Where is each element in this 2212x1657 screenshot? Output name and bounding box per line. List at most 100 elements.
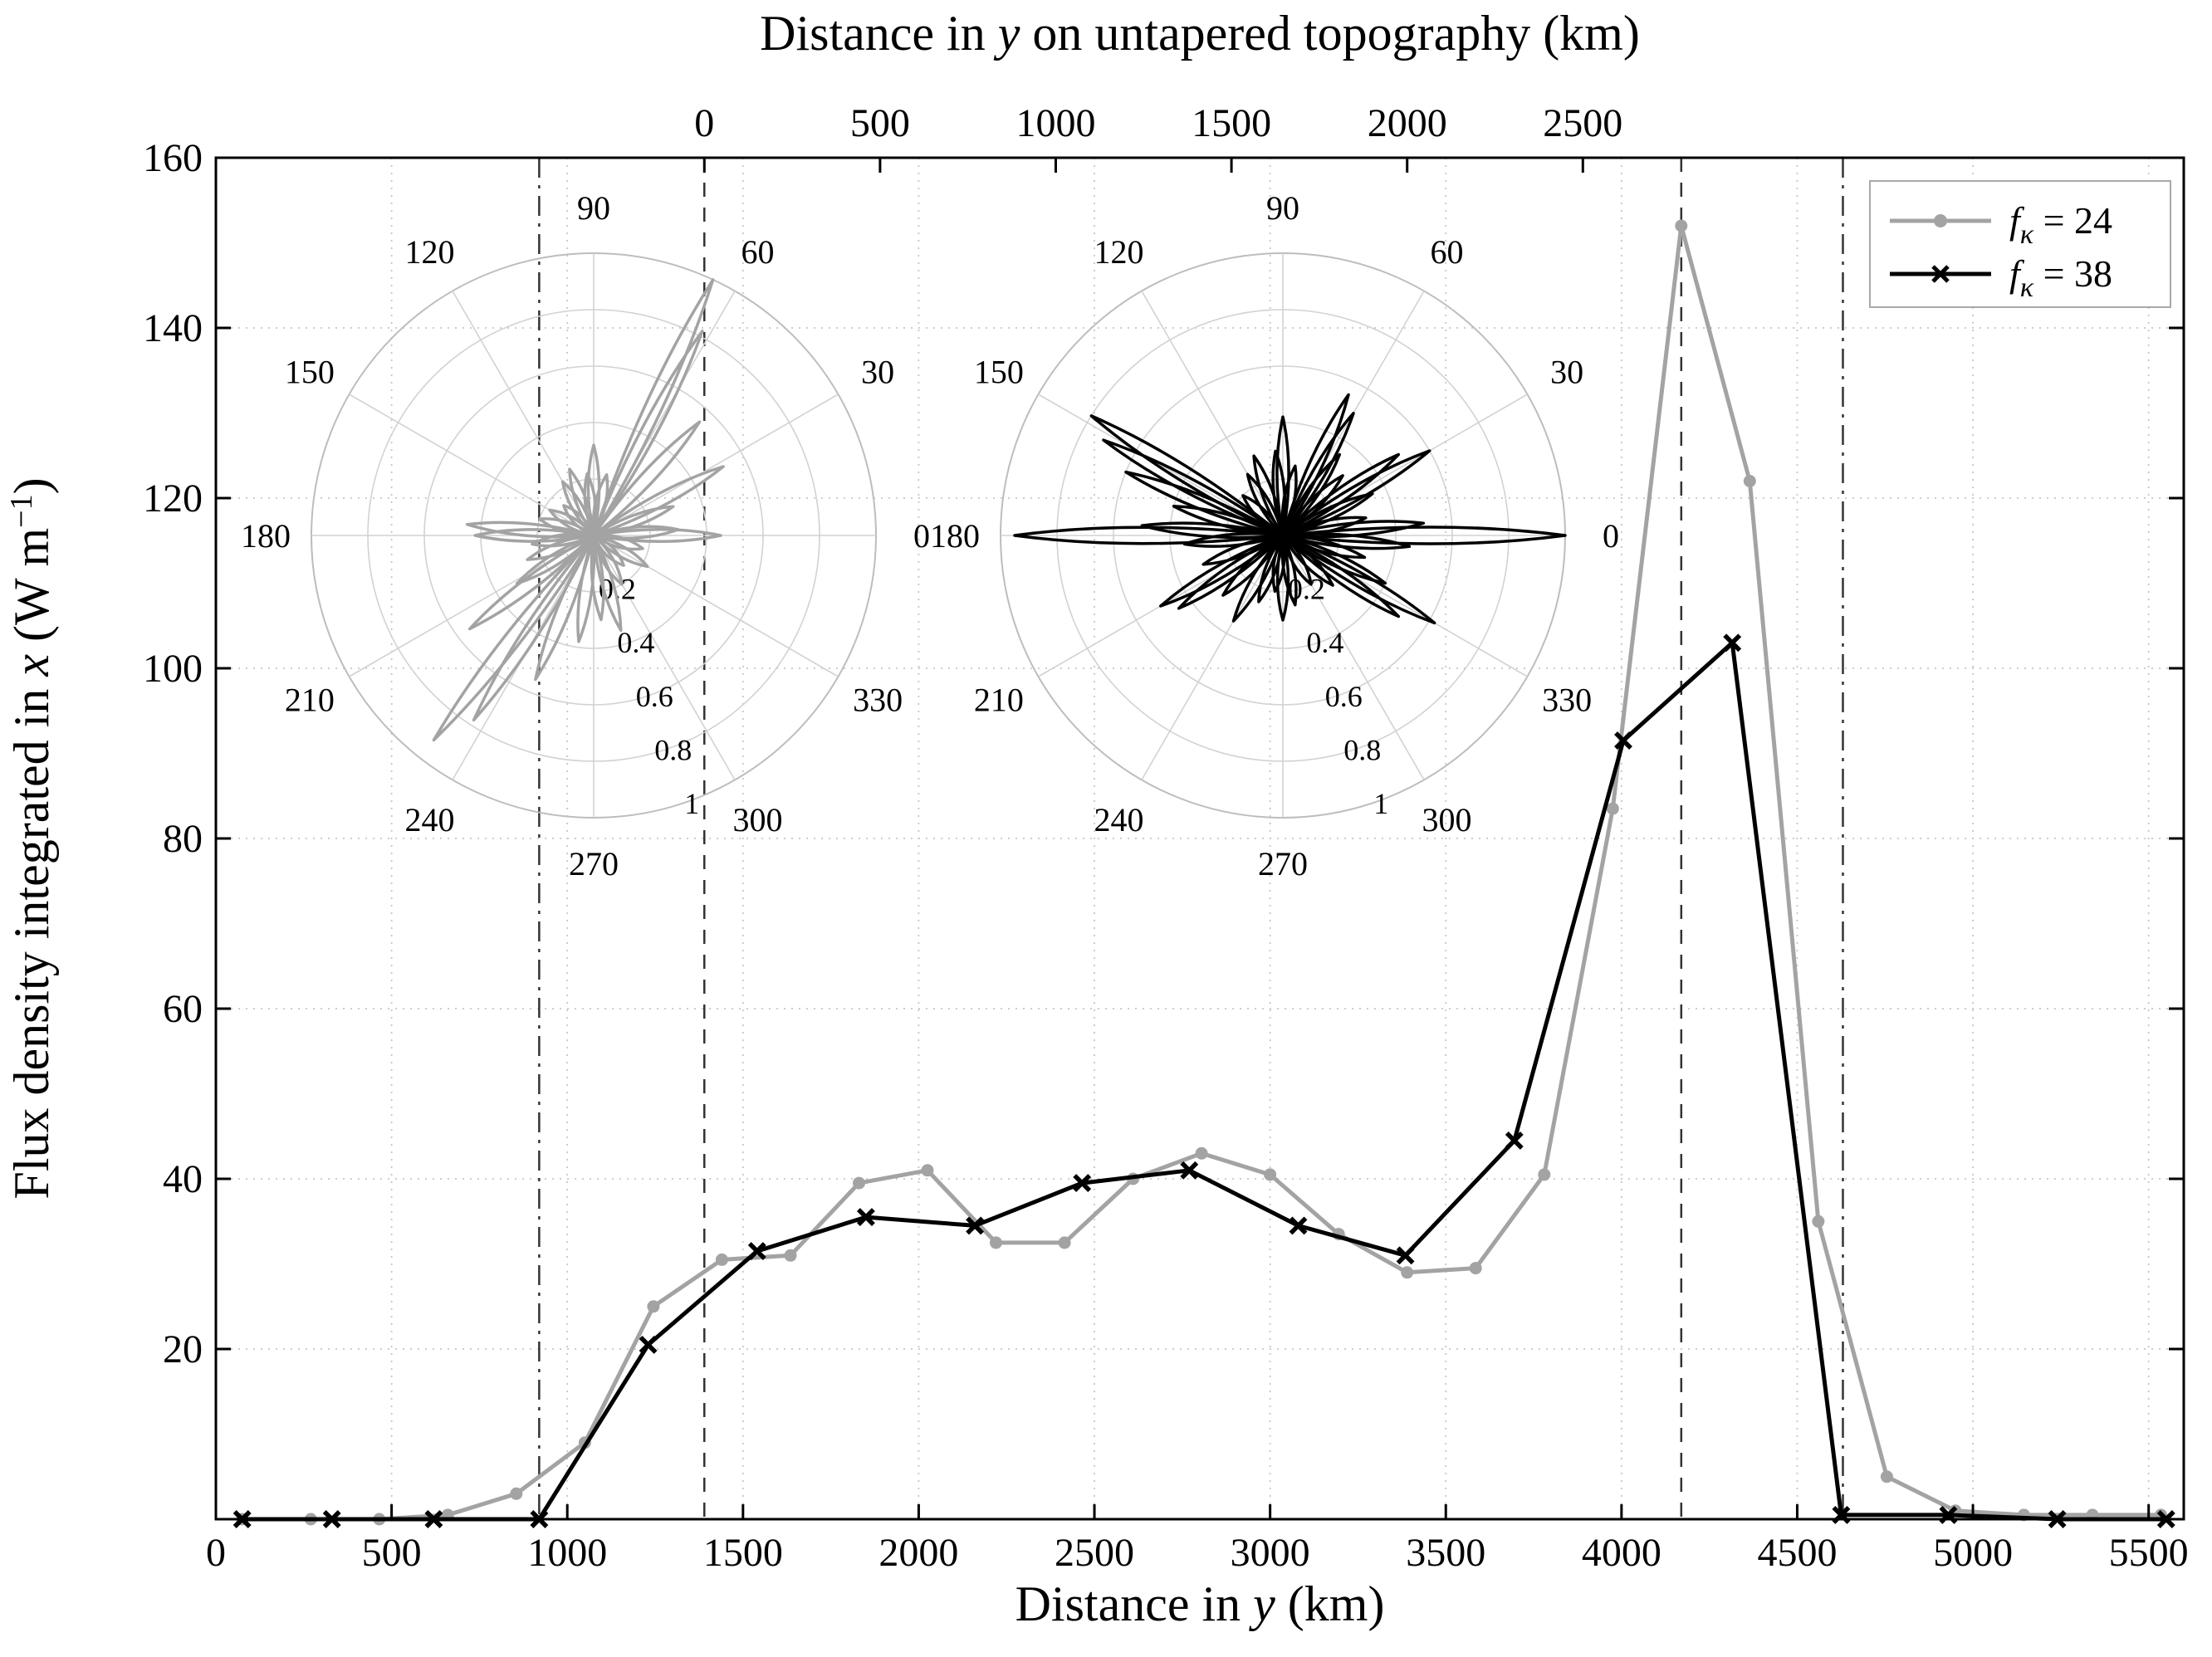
rose-petal [1281, 525, 1567, 545]
rose-fk24: 03060901201501802102402703003300.20.40.6… [241, 189, 930, 882]
polar-angle-label: 0 [913, 517, 930, 555]
polar-grid-spoke [452, 291, 595, 536]
y-tick-label: 160 [143, 136, 203, 180]
data-marker-x [639, 1335, 658, 1354]
top-tick-label: 2500 [1543, 101, 1622, 145]
rose-petal [1281, 532, 1412, 550]
data-marker-x [747, 1242, 766, 1261]
polar-radius-label: 1 [1373, 787, 1388, 820]
rose-petal [1221, 534, 1285, 597]
series-fk24 [236, 219, 2167, 1526]
data-marker-circle [1812, 1215, 1825, 1228]
x-tick-label: 5500 [2109, 1531, 2189, 1575]
rose-petal [592, 278, 715, 537]
rose-petal [467, 534, 595, 631]
rose-petal [592, 533, 644, 551]
data-marker-circle [1538, 1168, 1551, 1181]
rose-petal [1271, 534, 1286, 594]
y-tick-label: 140 [143, 306, 203, 350]
polar-angle-label: 210 [974, 682, 1024, 719]
reference-lines-layer [538, 158, 1844, 1519]
data-marker-x [1073, 1174, 1092, 1193]
ticks-layer: 0 500 1000 1500 2000 2500 3000 3500 4000 4500 5000… [143, 101, 2189, 1575]
x-tick-label: 3000 [1231, 1531, 1310, 1575]
data-marker-circle [784, 1249, 797, 1262]
data-marker-circle [1401, 1266, 1414, 1279]
top-tick-label: 2000 [1368, 101, 1447, 145]
rose-petal [1281, 412, 1355, 537]
rose-petal [1231, 534, 1285, 623]
data-marker-circle [990, 1236, 1002, 1249]
polar-angle-label: 180 [930, 517, 980, 555]
rose-petal [1159, 534, 1285, 608]
rose-petal [592, 528, 722, 543]
polar-angle-label: 90 [1266, 189, 1299, 227]
rose-petal [576, 534, 596, 643]
polar-angle-label: 120 [1094, 233, 1144, 271]
series-line-fk24 [242, 223, 2161, 1522]
data-marker-circle [1675, 219, 1688, 232]
polar-angle-label: 210 [285, 682, 335, 719]
polar-radius-label: 0.8 [654, 733, 692, 766]
rose-petal [592, 534, 649, 569]
polar-angle-label: 150 [285, 354, 335, 391]
data-marker-circle [1058, 1236, 1071, 1249]
rose-petal [1281, 520, 1426, 539]
series-layer [232, 219, 2175, 1528]
top-tick-label: 1500 [1192, 101, 1271, 145]
rose-petal [1281, 534, 1401, 618]
data-marker-x [1723, 633, 1742, 653]
polar-angle-label: 330 [1542, 682, 1592, 719]
rose-petal [472, 534, 595, 722]
grid-layer [216, 158, 2184, 1519]
x-tick-label: 2500 [1055, 1531, 1134, 1575]
axes-frame [214, 156, 2185, 1521]
rose-petal [592, 465, 725, 537]
rose-petal [590, 534, 605, 622]
rose-petal [592, 534, 623, 633]
polar-radius-label: 0.6 [636, 680, 673, 713]
polar-angle-label: 150 [974, 354, 1024, 391]
rose-petal [592, 420, 702, 537]
top-tick-label: 0 [694, 101, 714, 145]
x-tick-label: 1000 [527, 1531, 607, 1575]
rose-petal [1124, 470, 1285, 537]
polar-radius-label: 0.6 [1325, 680, 1363, 713]
top-tick-label: 1000 [1015, 101, 1095, 145]
data-marker-x [1505, 1131, 1524, 1150]
legend-entry-fk38[interactable]: fκ = 38 [1890, 252, 2112, 303]
y-tick-label: 80 [163, 817, 203, 861]
polar-angle-label: 120 [405, 233, 455, 271]
polar-radius-label: 0.8 [1343, 733, 1381, 766]
polar-angle-label: 0 [1603, 517, 1619, 555]
polar-grid-spoke [349, 393, 595, 536]
x-tick-label: 3500 [1406, 1531, 1485, 1575]
legend-entry-fk24[interactable]: fκ = 24 [1890, 199, 2112, 250]
data-marker-circle [715, 1253, 728, 1266]
x-axis-title: Distance in y (km) [1015, 1576, 1385, 1631]
rose-petal [1275, 415, 1290, 537]
polar-grid-spoke [1141, 535, 1284, 780]
rose-petal [1140, 521, 1285, 540]
rose-petal [1281, 452, 1342, 537]
rose-petal [1281, 452, 1401, 537]
series-fk38 [232, 633, 2175, 1528]
top-axis-title: Distance in y on untapered topography (k… [760, 6, 1640, 61]
polar-angle-label: 60 [741, 233, 775, 271]
data-marker-x [1289, 1216, 1308, 1235]
rose-petal [592, 330, 704, 537]
legend-box [1869, 180, 2171, 308]
polar-grid-spoke [1282, 535, 1425, 780]
rose-petal [1281, 534, 1436, 625]
rose-petal [560, 480, 595, 537]
data-marker-x [966, 1216, 985, 1235]
polar-angle-label: 300 [1422, 801, 1472, 838]
legend-label-fk24: fκ = 24 [2009, 199, 2112, 250]
rose-petal [432, 534, 595, 742]
data-marker-circle [647, 1300, 660, 1313]
polar-angle-label: 30 [1550, 354, 1583, 391]
rose-petal [592, 505, 675, 537]
rose-petal [1271, 449, 1287, 537]
y-tick-label: 120 [143, 477, 203, 521]
